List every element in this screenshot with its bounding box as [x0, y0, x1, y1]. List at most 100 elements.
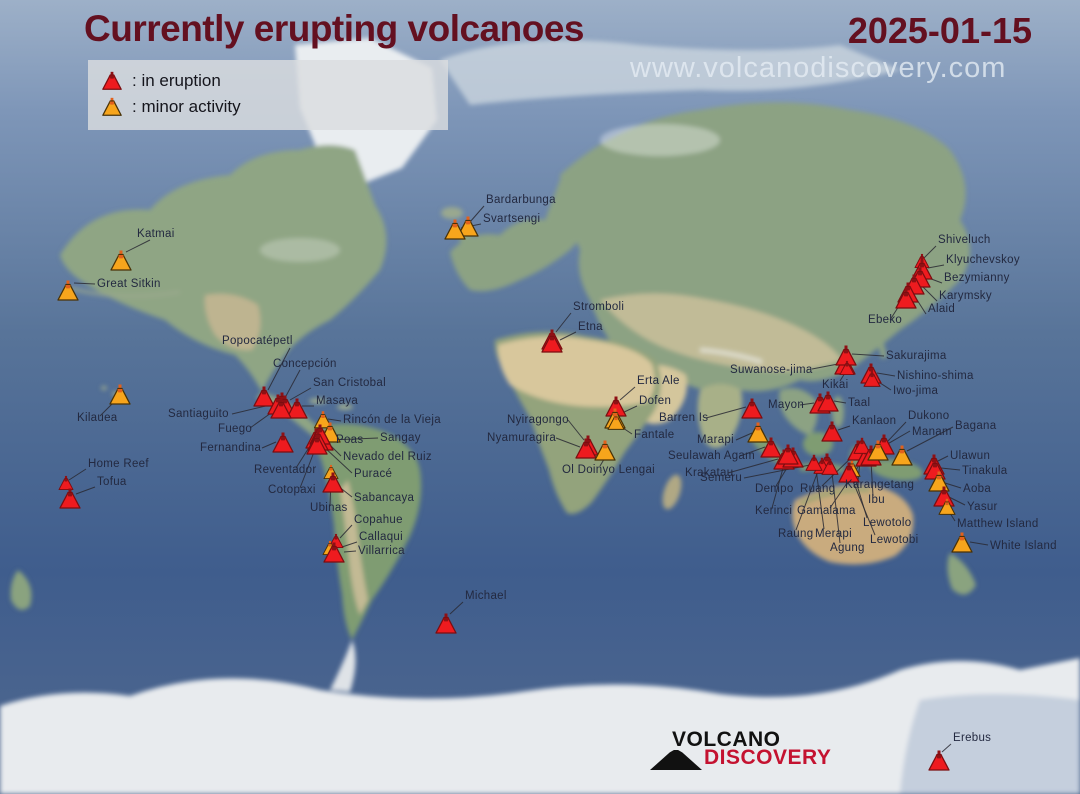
- volcano-label-dempo: Dempo: [755, 483, 794, 495]
- volcano-marker-kilauea[interactable]: [109, 384, 131, 405]
- volcano-marker-sakurajima[interactable]: [835, 345, 857, 366]
- connector-line-stromboli: [555, 312, 572, 333]
- volcano-marker-michael[interactable]: [435, 613, 457, 634]
- volcano-label-tofua: Tofua: [97, 476, 127, 488]
- volcano-label-seulawah-agam: Seulawah Agam: [668, 450, 755, 462]
- volcano-marker-bagana[interactable]: [891, 445, 913, 466]
- volcano-label-ruang: Ruang: [800, 483, 835, 495]
- volcano-label-home-reef: Home Reef: [88, 458, 149, 470]
- volcano-marker-bardarbunga[interactable]: [457, 216, 479, 237]
- legend-minor-label: : minor activity: [132, 97, 241, 116]
- volcano-label-cotopaxi: Cotopaxi: [268, 484, 316, 496]
- volcano-label-nyamuragira: Nyamuragira: [487, 432, 556, 444]
- connector-line-sakurajima: [851, 353, 885, 357]
- volcano-label-mayon: Mayon: [768, 399, 804, 411]
- volcano-label-reventador: Reventador: [254, 464, 316, 476]
- volcano-marker-white-island[interactable]: [951, 532, 973, 553]
- legend-row-eruption: : in eruption: [100, 68, 438, 94]
- volcano-marker-merapi[interactable]: [805, 454, 823, 471]
- volcano-marker-manam[interactable]: [867, 440, 889, 461]
- connector-line-fernandina: [261, 441, 277, 449]
- volcano-label-fantale: Fantale: [634, 429, 674, 441]
- website-watermark[interactable]: www.volcanodiscovery.com: [630, 52, 1007, 84]
- volcano-label-matthew-island: Matthew Island: [957, 518, 1039, 530]
- volcano-marker-masaya[interactable]: [286, 398, 308, 419]
- connector-line-marapi: [735, 432, 753, 441]
- volcano-marker-kerinci[interactable]: [777, 444, 799, 465]
- volcano-marker-marapi[interactable]: [747, 422, 769, 443]
- volcano-marker-great-sitkin[interactable]: [57, 280, 79, 301]
- volcano-marker-iwo-jima[interactable]: [863, 370, 881, 387]
- volcano-marker-agung[interactable]: [821, 458, 839, 475]
- connector-line-tofua: [75, 486, 96, 495]
- volcano-marker-fantale[interactable]: [607, 413, 625, 430]
- volcano-label-gamalama: Gamalama: [797, 505, 856, 517]
- volcano-marker-erta-ale[interactable]: [605, 396, 627, 417]
- volcano-label-aoba: Aoba: [963, 483, 991, 495]
- volcano-label-kerinci: Kerinci: [755, 505, 792, 517]
- map-date: 2025-01-15: [847, 10, 1032, 51]
- volcano-marker-erebus[interactable]: [928, 750, 950, 771]
- volcano-label-dofen: Dofen: [639, 395, 671, 407]
- volcano-marker-kikai[interactable]: [839, 360, 855, 376]
- volcano-label-masaya: Masaya: [316, 395, 358, 407]
- connector-line-white-island: [969, 541, 989, 546]
- volcano-marker-etna[interactable]: [541, 332, 563, 353]
- logo-text-discovery: DISCOVERY: [704, 746, 832, 769]
- connector-line-callaqui: [341, 541, 358, 548]
- volcano-marker-fernandina[interactable]: [272, 432, 294, 453]
- legend-row-minor: : minor activity: [100, 94, 438, 120]
- volcano-marker-popocat-petl[interactable]: [253, 386, 275, 407]
- volcano-label-iwo-jima: Iwo-jima: [893, 385, 939, 397]
- connector-line-popocat-petl: [267, 347, 291, 391]
- connector-line-ulawun: [937, 455, 949, 462]
- connector-line-krakatau: [727, 458, 779, 474]
- volcano-marker-fuego[interactable]: [270, 398, 292, 419]
- connector-line-katmai: [125, 239, 151, 253]
- connector-line-home-reef: [68, 468, 87, 481]
- volcano-label-ubinas: Ubinas: [310, 502, 348, 514]
- volcano-label-santiaguito: Santiaguito: [168, 408, 229, 420]
- volcano-label-erta-ale: Erta Ale: [637, 375, 680, 387]
- volcano-label-tinakula: Tinakula: [962, 465, 1008, 477]
- volcano-label-karangetang: Karangetang: [845, 479, 914, 491]
- volcano-marker-katmai[interactable]: [110, 250, 132, 271]
- volcano-label-kikai: Kikai: [822, 379, 848, 391]
- volcano-marker-svartsengi[interactable]: [444, 219, 466, 240]
- volcano-label-semeru: Semeru: [700, 472, 742, 484]
- connector-line-raung: [795, 470, 819, 531]
- volcano-label-kanlaon: Kanlaon: [852, 415, 896, 427]
- volcano-marker-matthew-island[interactable]: [938, 498, 956, 515]
- connector-line-nyamuragira: [555, 437, 581, 448]
- volcano-label-villarrica: Villarrica: [358, 545, 405, 557]
- volcano-marker-kanlaon[interactable]: [821, 421, 843, 442]
- volcano-marker-tofua[interactable]: [59, 488, 81, 509]
- volcano-label-suwanose-jima: Suwanose-jima: [730, 364, 813, 376]
- volcano-marker-taal[interactable]: [817, 391, 839, 412]
- volcano-label-lewotolo: Lewotolo: [863, 517, 911, 529]
- volcanodiscovery-logo: VOLCANO DISCOVERY: [648, 728, 831, 778]
- volcano-label-kilauea: Kilauea: [77, 412, 118, 424]
- volcano-label-dukono: Dukono: [908, 410, 949, 422]
- volcano-label-barren-is: Barren Is: [659, 412, 708, 424]
- volcano-label-fuego: Fuego: [218, 423, 252, 435]
- volcano-label-katmai: Katmai: [137, 228, 175, 240]
- volcano-label-agung: Agung: [830, 542, 865, 554]
- volcano-marker-ebeko[interactable]: [895, 288, 917, 309]
- volcano-marker-sabancaya[interactable]: [322, 472, 344, 493]
- volcano-label-san-cristobal: San Cristobal: [313, 377, 386, 389]
- connector-line-purac-: [323, 446, 353, 474]
- volcano-marker-cotopaxi[interactable]: [306, 434, 328, 455]
- volcano-marker-barren-is[interactable]: [741, 398, 763, 419]
- volcano-marker-villarrica[interactable]: [323, 542, 345, 563]
- connector-line-bardarbunga: [469, 205, 485, 223]
- volcano-marker-ol-doinyo-lengai[interactable]: [594, 440, 616, 461]
- connector-line-erta-ale: [619, 386, 636, 401]
- volcano-label-poas: Poas: [336, 434, 363, 446]
- connector-line-nishino-shima: [876, 372, 896, 377]
- volcano-label-sabancaya: Sabancaya: [354, 492, 415, 504]
- volcano-marker-lewotobi[interactable]: [838, 462, 860, 483]
- connector-line-bagana: [906, 426, 954, 452]
- volcano-marker-home-reef[interactable]: [58, 475, 74, 491]
- connector-line-san-cristobal: [289, 387, 312, 401]
